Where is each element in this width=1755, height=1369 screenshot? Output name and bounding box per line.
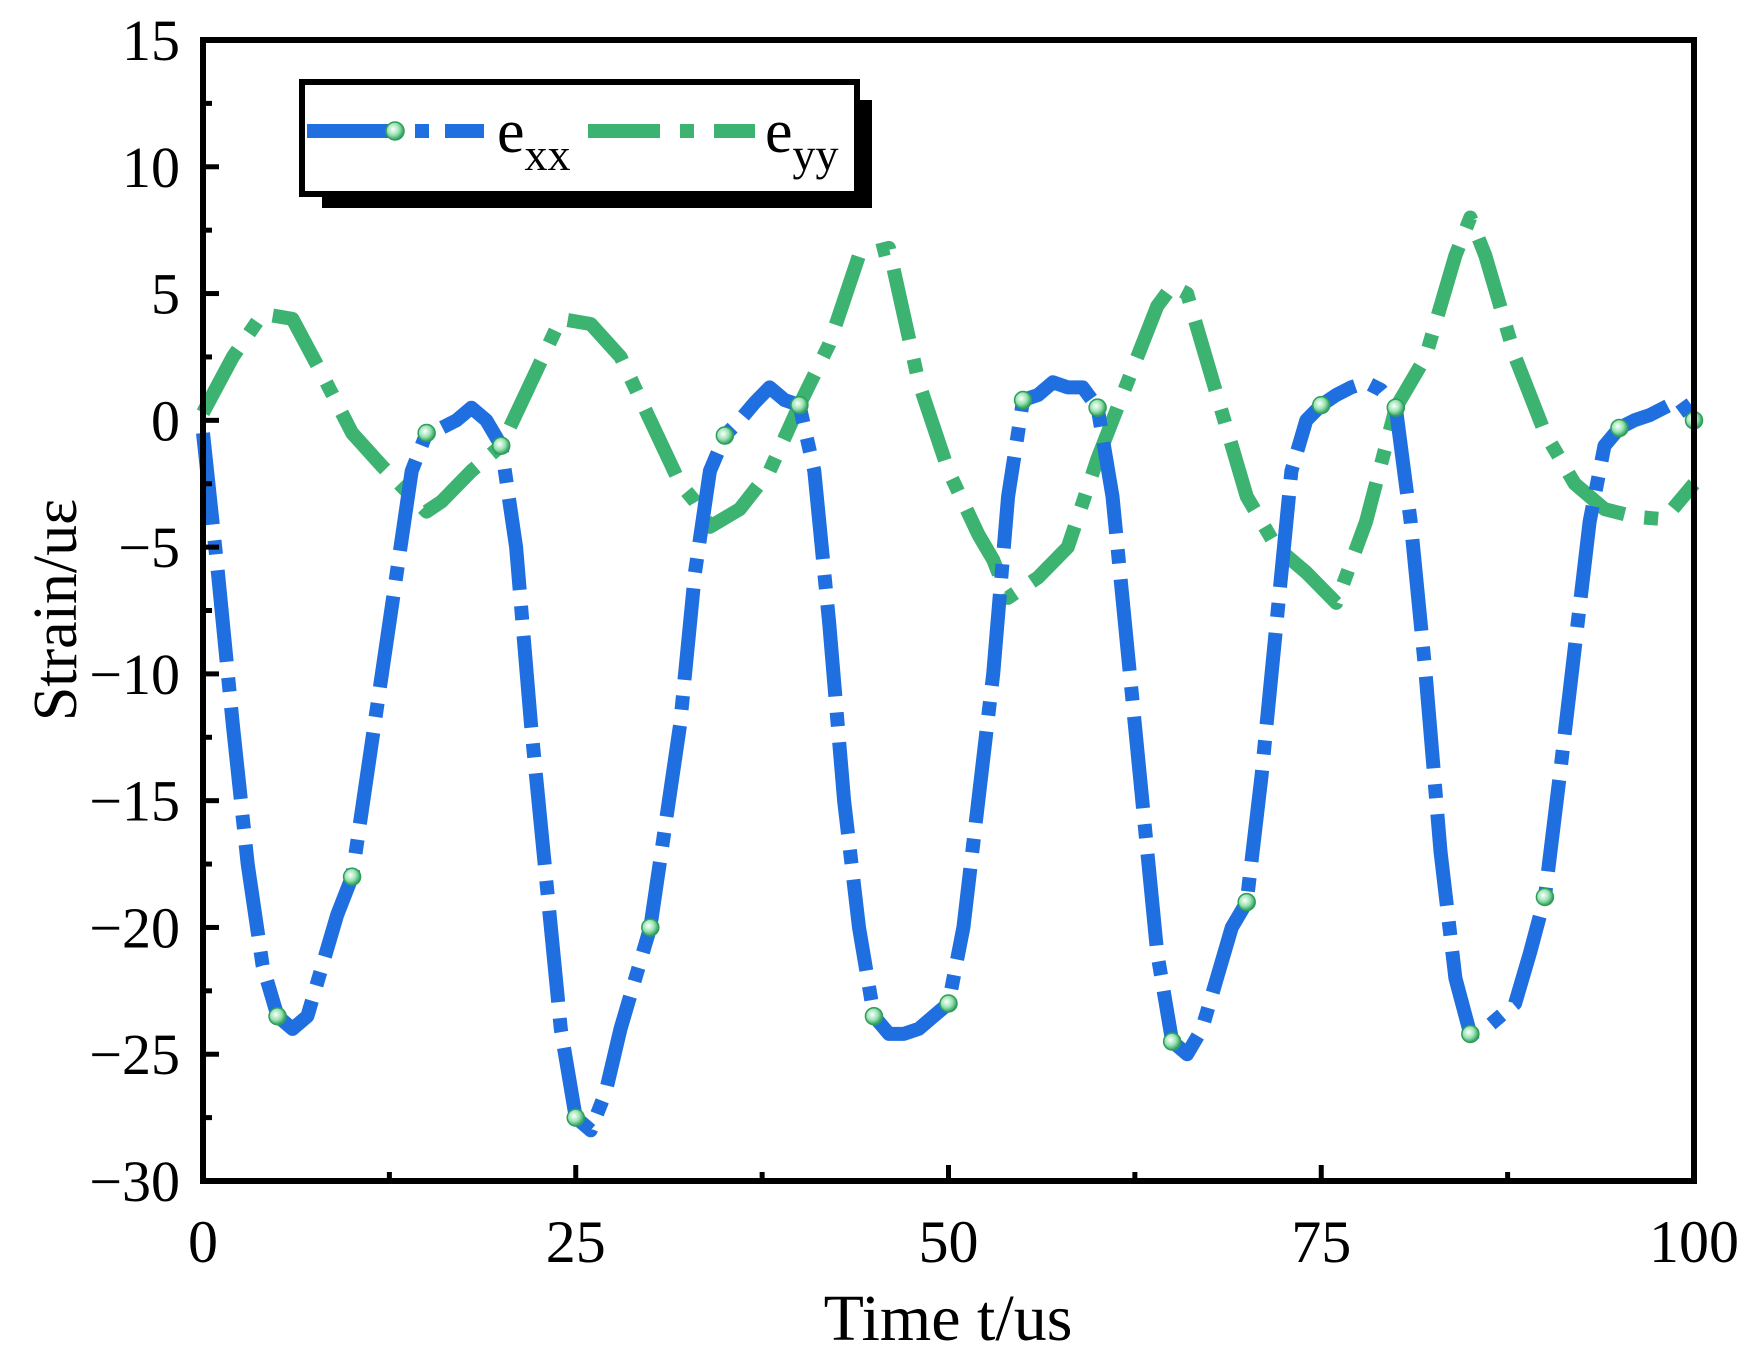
exx-marker: [566, 1108, 585, 1127]
y-tick-label: −5: [118, 515, 180, 580]
y-tick-label: 5: [151, 262, 180, 327]
exx-marker: [641, 918, 660, 937]
exx-marker: [342, 867, 362, 886]
y-tick-label: −10: [89, 642, 180, 707]
exx-marker: [491, 436, 511, 455]
y-tick-label: −15: [89, 769, 180, 834]
exx-marker: [939, 994, 958, 1013]
exx-marker: [417, 423, 436, 443]
exx-marker: [715, 426, 735, 445]
x-tick-label: 25: [546, 1209, 606, 1275]
legend-label-eyy-sub: yy: [793, 129, 839, 180]
exx-marker: [1237, 892, 1256, 912]
legend-label-exx: exx: [497, 98, 571, 180]
series-line-eyy: [196, 210, 1700, 610]
legend-label-exx-sub: xx: [525, 129, 571, 180]
exx-marker: [1013, 390, 1033, 410]
legend: exx eyy: [299, 79, 872, 208]
x-tick-label: 100: [1649, 1209, 1739, 1275]
exx-marker: [864, 1006, 884, 1026]
y-tick-label: −25: [89, 1022, 180, 1087]
exx-marker: [1386, 398, 1406, 417]
legend-label-eyy: eyy: [765, 98, 839, 180]
exx-marker: [1088, 398, 1107, 417]
y-tick-label: 15: [122, 8, 180, 73]
plot-series: [196, 210, 1704, 1138]
exx-marker: [790, 395, 809, 415]
exx-marker: [1162, 1032, 1182, 1051]
series-line-exx: [196, 375, 1700, 1138]
y-tick-label: 0: [151, 388, 180, 453]
legend-marker-exx: [385, 121, 405, 141]
x-tick-label: 75: [1291, 1209, 1351, 1275]
legend-label-exx-base: e: [497, 98, 525, 166]
x-tick-label: 0: [188, 1209, 218, 1275]
exx-marker: [1461, 1024, 1480, 1044]
exx-marker: [268, 1006, 287, 1026]
y-axis-label: Strain/uε: [22, 499, 90, 721]
y-tick-label: 10: [122, 135, 180, 200]
exx-marker: [1535, 887, 1555, 907]
y-tick-label: −30: [89, 1149, 180, 1214]
exx-marker: [1312, 395, 1331, 415]
x-tick-label: 50: [919, 1209, 979, 1275]
legend-label-eyy-base: e: [765, 98, 793, 166]
axis-ticks: [200, 37, 1697, 1184]
x-axis-label: Time t/us: [824, 1282, 1073, 1355]
exx-marker: [1610, 418, 1629, 438]
y-tick-label: −20: [89, 895, 180, 960]
